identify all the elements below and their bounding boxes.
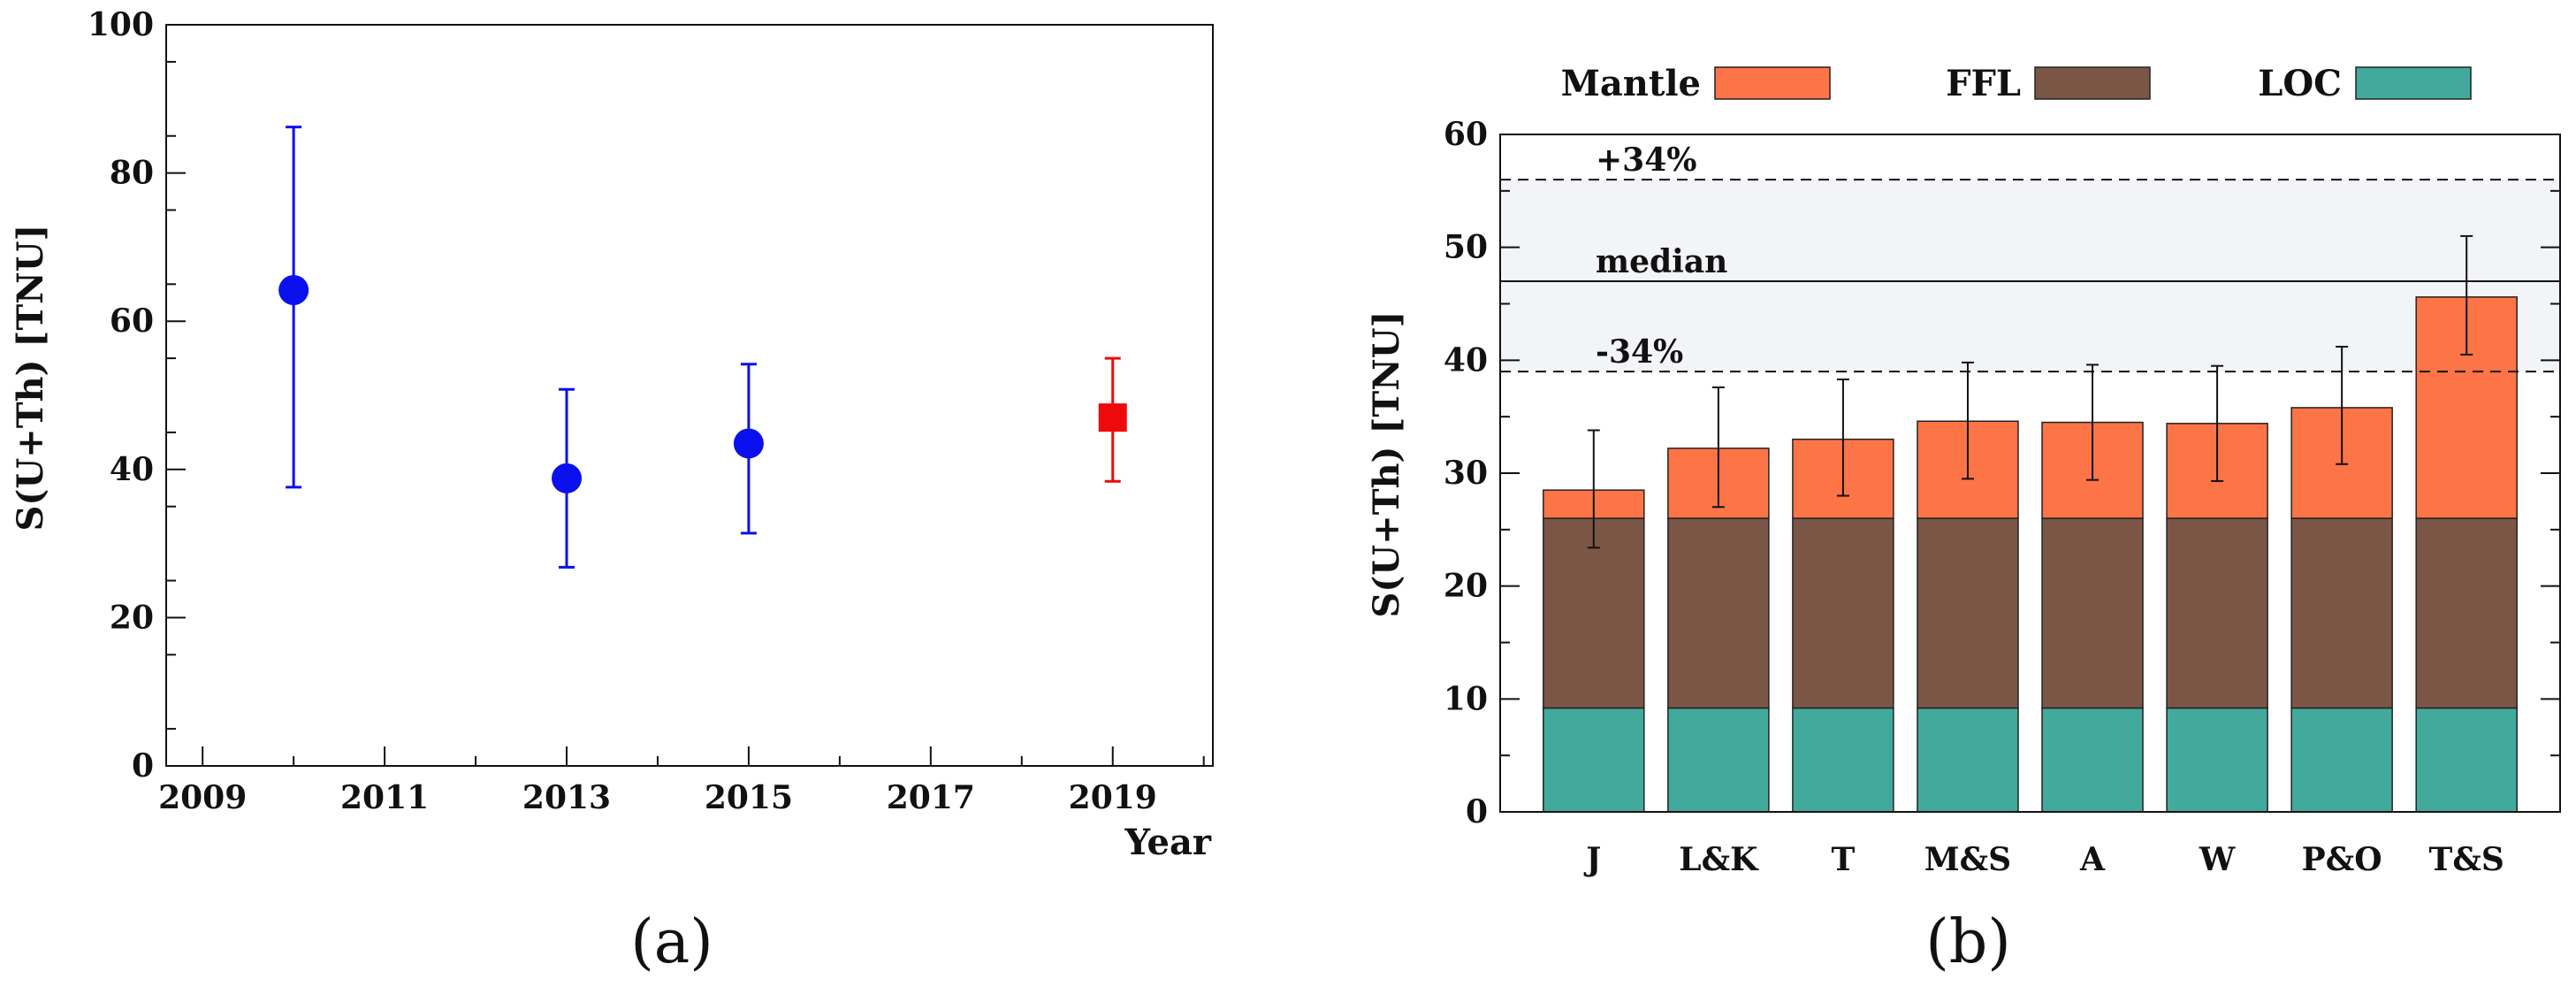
panel-a-x-tick-label: 2011 xyxy=(340,779,429,816)
panel-a-label: (a) xyxy=(630,907,713,977)
panel-a-y-tick-label: 40 xyxy=(110,451,154,488)
panel-b-legend: Mantle FFL LOC xyxy=(1561,63,2472,104)
category-label-landk: L&K xyxy=(1679,841,1759,878)
category-label-mands: M&S xyxy=(1924,841,2011,878)
panel-a-y-tick-label: 100 xyxy=(88,6,154,43)
bar-w-loc xyxy=(2166,707,2268,813)
bar-landk-loc xyxy=(1667,707,1770,813)
bar-tands-ffl xyxy=(2415,517,2518,709)
panel-a-ticks: 0 20 40 60 80 100 2009 2011 2013 2015 2017 2019 xyxy=(88,6,1205,816)
bar-mands-ffl xyxy=(1917,517,2019,709)
legend-swatch-loc xyxy=(2355,66,2472,100)
panel-b-reference-lines: +34% median -34% xyxy=(1500,142,2560,373)
category-label-tands: T&S xyxy=(2429,841,2504,878)
panel-b-y-tick-label: 60 xyxy=(1444,116,1488,153)
panel-a-plot-frame xyxy=(165,24,1214,767)
category-label-j: J xyxy=(1583,841,1601,878)
panel-a-point-circle xyxy=(278,275,309,306)
legend-swatch-mantle xyxy=(1714,66,1831,100)
panel-a-data-points xyxy=(278,126,1127,569)
bar-mands-loc xyxy=(1917,707,2019,813)
panel-b-ticks: 0 10 20 30 40 50 60 J L&K T M&S A W P&O T&S xyxy=(1444,116,2560,878)
panel-a-x-tick-label: 2017 xyxy=(887,779,975,816)
panel-a-y-tick-label: 80 xyxy=(110,155,154,192)
panel-a-x-tick-label: 2009 xyxy=(158,779,247,816)
category-label-pando: P&O xyxy=(2302,841,2382,878)
panel-b-y-tick-label: 20 xyxy=(1444,568,1488,605)
reference-label-median: median xyxy=(1596,243,1727,280)
category-label-t: T xyxy=(1832,841,1856,878)
panel-b-y-tick-label: 50 xyxy=(1444,229,1488,266)
panel-b-error-bars xyxy=(1587,234,2473,549)
bar-pando-ffl xyxy=(2290,517,2393,709)
category-label-a: A xyxy=(2079,841,2106,878)
panel-a-y-tick-label: 20 xyxy=(110,599,154,636)
panel-b-y-tick-label: 10 xyxy=(1444,680,1488,717)
bar-a-loc xyxy=(2041,707,2144,813)
bar-pando-loc xyxy=(2290,707,2393,813)
legend-label-loc: LOC xyxy=(2258,63,2342,104)
bar-a-ffl xyxy=(2041,517,2144,709)
panel-a-x-tick-label: 2013 xyxy=(522,779,611,816)
panel-a: 0 20 40 60 80 100 2009 2011 2013 2015 2017 2019 S(U… xyxy=(10,6,1214,977)
bar-t-loc xyxy=(1792,707,1894,813)
panel-b-y-tick-label: 30 xyxy=(1444,455,1488,492)
panel-a-x-tick-label: 2015 xyxy=(705,779,793,816)
reference-label-34pct: -34% xyxy=(1596,333,1683,371)
bar-landk-ffl xyxy=(1667,517,1770,709)
panel-b-y-tick-label: 40 xyxy=(1444,341,1488,379)
legend-swatch-ffl xyxy=(2034,66,2151,100)
legend-label-mantle: Mantle xyxy=(1561,63,1701,104)
panel-b-stacked-bars xyxy=(1543,296,2518,813)
panel-a-y-tick-label: 60 xyxy=(110,302,154,340)
panel-a-point-circle xyxy=(552,463,583,494)
reference-label-plus34pct: +34% xyxy=(1596,142,1696,179)
legend-label-ffl: FFL xyxy=(1946,63,2021,104)
panel-a-y-tick-label: 0 xyxy=(132,747,154,784)
panel-b-y-tick-label: 0 xyxy=(1466,793,1488,830)
bar-t-ffl xyxy=(1792,517,1894,709)
bar-j-loc xyxy=(1543,707,1645,813)
bar-w-ffl xyxy=(2166,517,2268,709)
category-label-w: W xyxy=(2199,841,2236,878)
panel-a-point-circle xyxy=(733,428,764,459)
panel-b: +34% median -34% 0 10 20 30 40 50 60 J L&K T M&S A W P&… xyxy=(1366,63,2561,977)
panel-a-point-square xyxy=(1098,403,1127,432)
bar-tands-loc xyxy=(2415,707,2518,813)
panel-b-uncertainty-band xyxy=(1500,180,2560,372)
panel-b-y-axis-title: S(U+Th) [TNU] xyxy=(1366,311,1407,618)
panel-a-y-axis-title: S(U+Th) [TNU] xyxy=(10,225,51,532)
panel-a-x-axis-title: Year xyxy=(1124,822,1211,863)
panel-b-label: (b) xyxy=(1925,907,2011,977)
panel-a-x-tick-label: 2019 xyxy=(1069,779,1157,816)
